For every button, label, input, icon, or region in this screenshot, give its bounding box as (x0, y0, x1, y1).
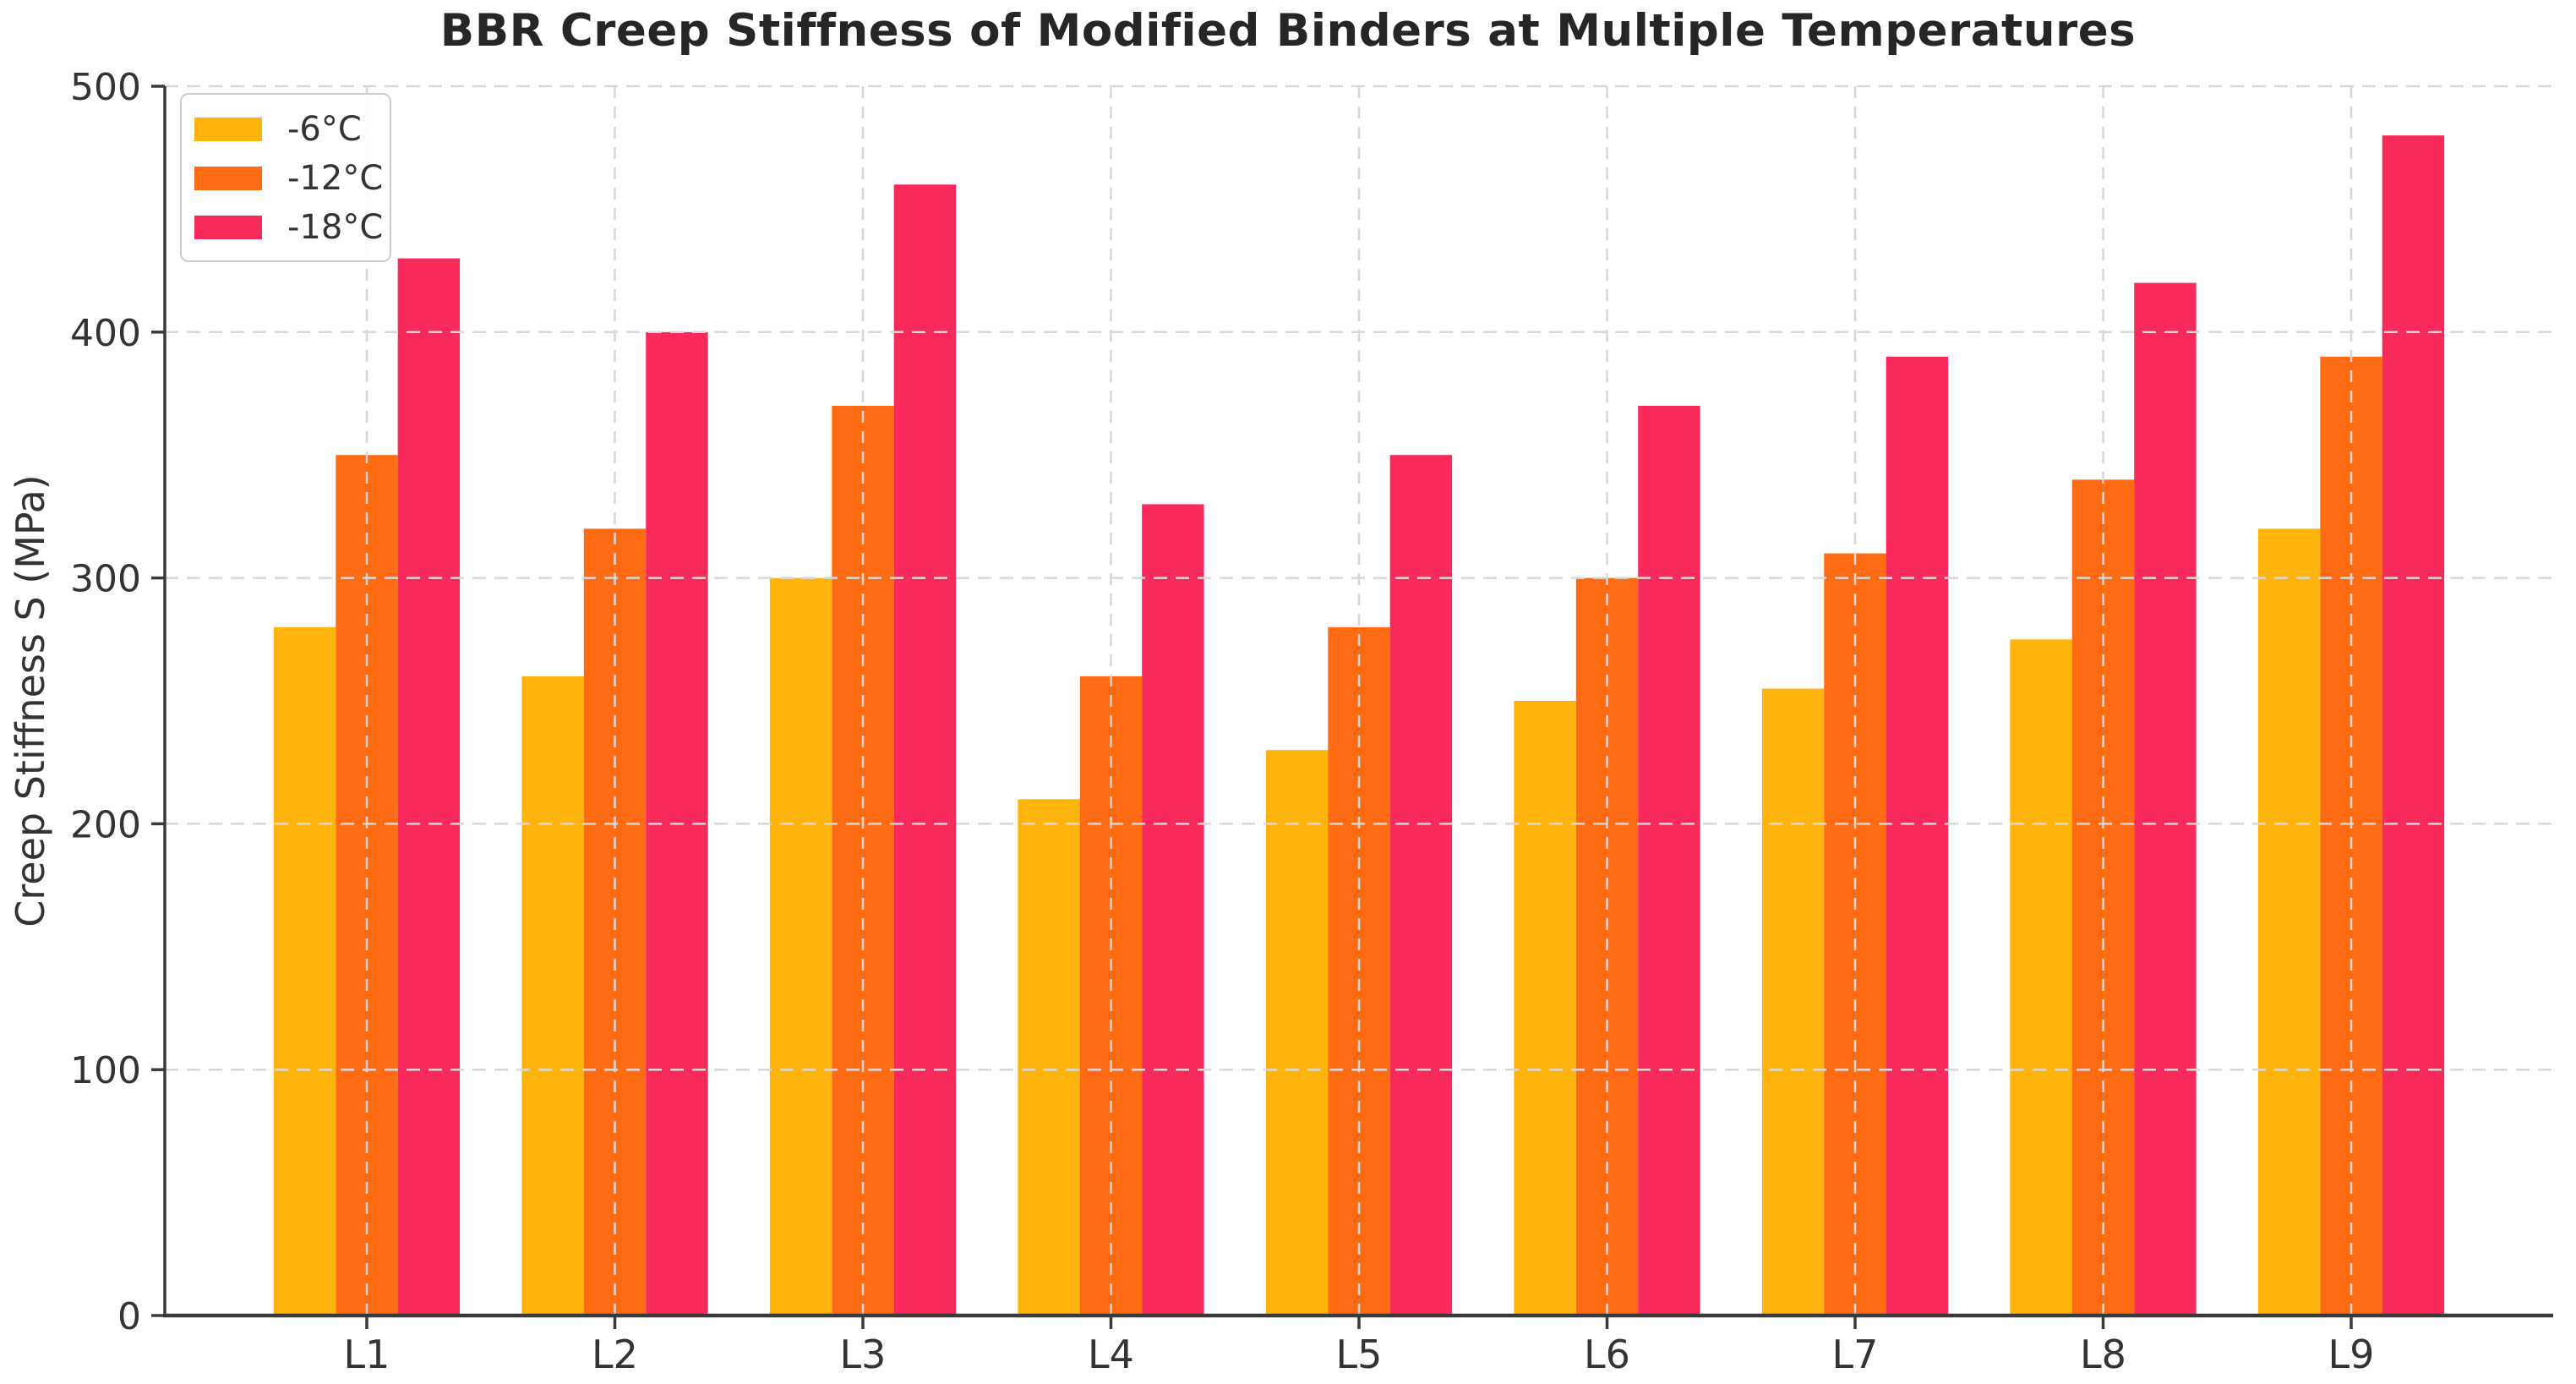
bar-L1--6°C (273, 626, 336, 1316)
legend: -6°C -12°C -18°C (180, 93, 391, 262)
x-tick-label-L7: L7 (1832, 1332, 1879, 1377)
bar-L3--6°C (769, 577, 832, 1316)
x-tick-label-L4: L4 (1088, 1332, 1134, 1377)
bar-L4--18°C (1142, 504, 1204, 1316)
bar-L3--18°C (893, 184, 957, 1316)
x-tick-label-L3: L3 (840, 1332, 887, 1377)
legend-label--18°C: -18°C (287, 208, 384, 247)
y-tick-label-200: 200 (70, 803, 141, 846)
bar-L1--18°C (397, 258, 461, 1316)
bar-L4--12°C (1079, 676, 1143, 1316)
legend-label--6°C: -6°C (287, 110, 362, 149)
bar-L8--18°C (2134, 282, 2197, 1316)
x-tick-label-L2: L2 (592, 1332, 638, 1377)
bar-L5--18°C (1389, 455, 1453, 1316)
y-tick-label-500: 500 (70, 66, 141, 109)
x-tick-label-L5: L5 (1336, 1332, 1383, 1377)
legend-label--12°C: -12°C (287, 159, 384, 198)
bar-L6--18°C (1638, 406, 1700, 1316)
x-tick-label-L9: L9 (2328, 1332, 2375, 1377)
bar-L2--6°C (521, 676, 584, 1316)
bar-L4--6°C (1018, 799, 1080, 1316)
bar-L7--18°C (1886, 356, 1949, 1316)
y-tick-label-100: 100 (70, 1049, 141, 1092)
bar-L8--6°C (2010, 639, 2072, 1316)
legend-item--12°C: -12°C (194, 154, 390, 203)
legend-item--18°C: -18°C (194, 203, 390, 252)
x-tick-label-L8: L8 (2080, 1332, 2126, 1377)
bar-L7--6°C (1761, 688, 1825, 1316)
chart-title: BBR Creep Stiffness of Modified Binders … (439, 5, 2137, 57)
bar-L7--12°C (1824, 553, 1886, 1316)
x-tick-label-L6: L6 (1584, 1332, 1630, 1377)
legend-swatch--6°C (194, 118, 262, 141)
bar-L6--6°C (1514, 701, 1576, 1316)
y-tick-label-300: 300 (70, 558, 141, 601)
bar-L5--6°C (1265, 750, 1329, 1316)
x-tick-label-L1: L1 (344, 1332, 390, 1377)
y-tick-label-0: 0 (117, 1295, 141, 1338)
legend-swatch--12°C (194, 167, 262, 190)
bar-L9--6°C (2257, 528, 2321, 1316)
bar-L9--18°C (2382, 135, 2445, 1316)
y-tick-label-400: 400 (70, 312, 141, 355)
legend-swatch--18°C (194, 216, 262, 239)
legend-item--6°C: -6°C (194, 105, 390, 154)
